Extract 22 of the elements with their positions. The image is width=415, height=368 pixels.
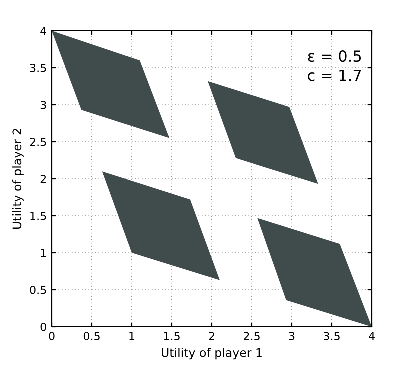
y-tick-label: 1.5 — [30, 212, 46, 220]
annotation: ε = 0.5 — [308, 50, 362, 62]
x-tick-label: 2 — [209, 332, 214, 340]
annotation: c = 1.7 — [308, 70, 362, 82]
x-tick-label: 4 — [369, 332, 375, 340]
x-axis-title: Utility of player 1 — [162, 348, 262, 360]
y-tick-label: 0 — [40, 322, 46, 332]
x-tick-label: 3.5 — [324, 332, 340, 340]
y-tick-label: 3 — [40, 100, 46, 110]
y-tick-label: 0.5 — [30, 286, 46, 294]
x-tick-label: 1.5 — [164, 332, 180, 340]
y-tick-label: 3.5 — [30, 64, 46, 72]
x-tick-label: 0.5 — [84, 332, 100, 340]
x-tick-label: 2.5 — [244, 332, 260, 340]
y-tick-label: 4 — [40, 27, 47, 36]
y-axis-title: Utility of player 2 — [12, 129, 24, 229]
y-tick-label: 1 — [41, 249, 46, 258]
x-tick-label: 3 — [289, 332, 295, 340]
y-tick-label: 2.5 — [30, 138, 46, 146]
y-tick-label: 2 — [40, 174, 46, 184]
x-tick-label: 1 — [130, 332, 135, 340]
x-tick-label: 0 — [49, 332, 55, 340]
